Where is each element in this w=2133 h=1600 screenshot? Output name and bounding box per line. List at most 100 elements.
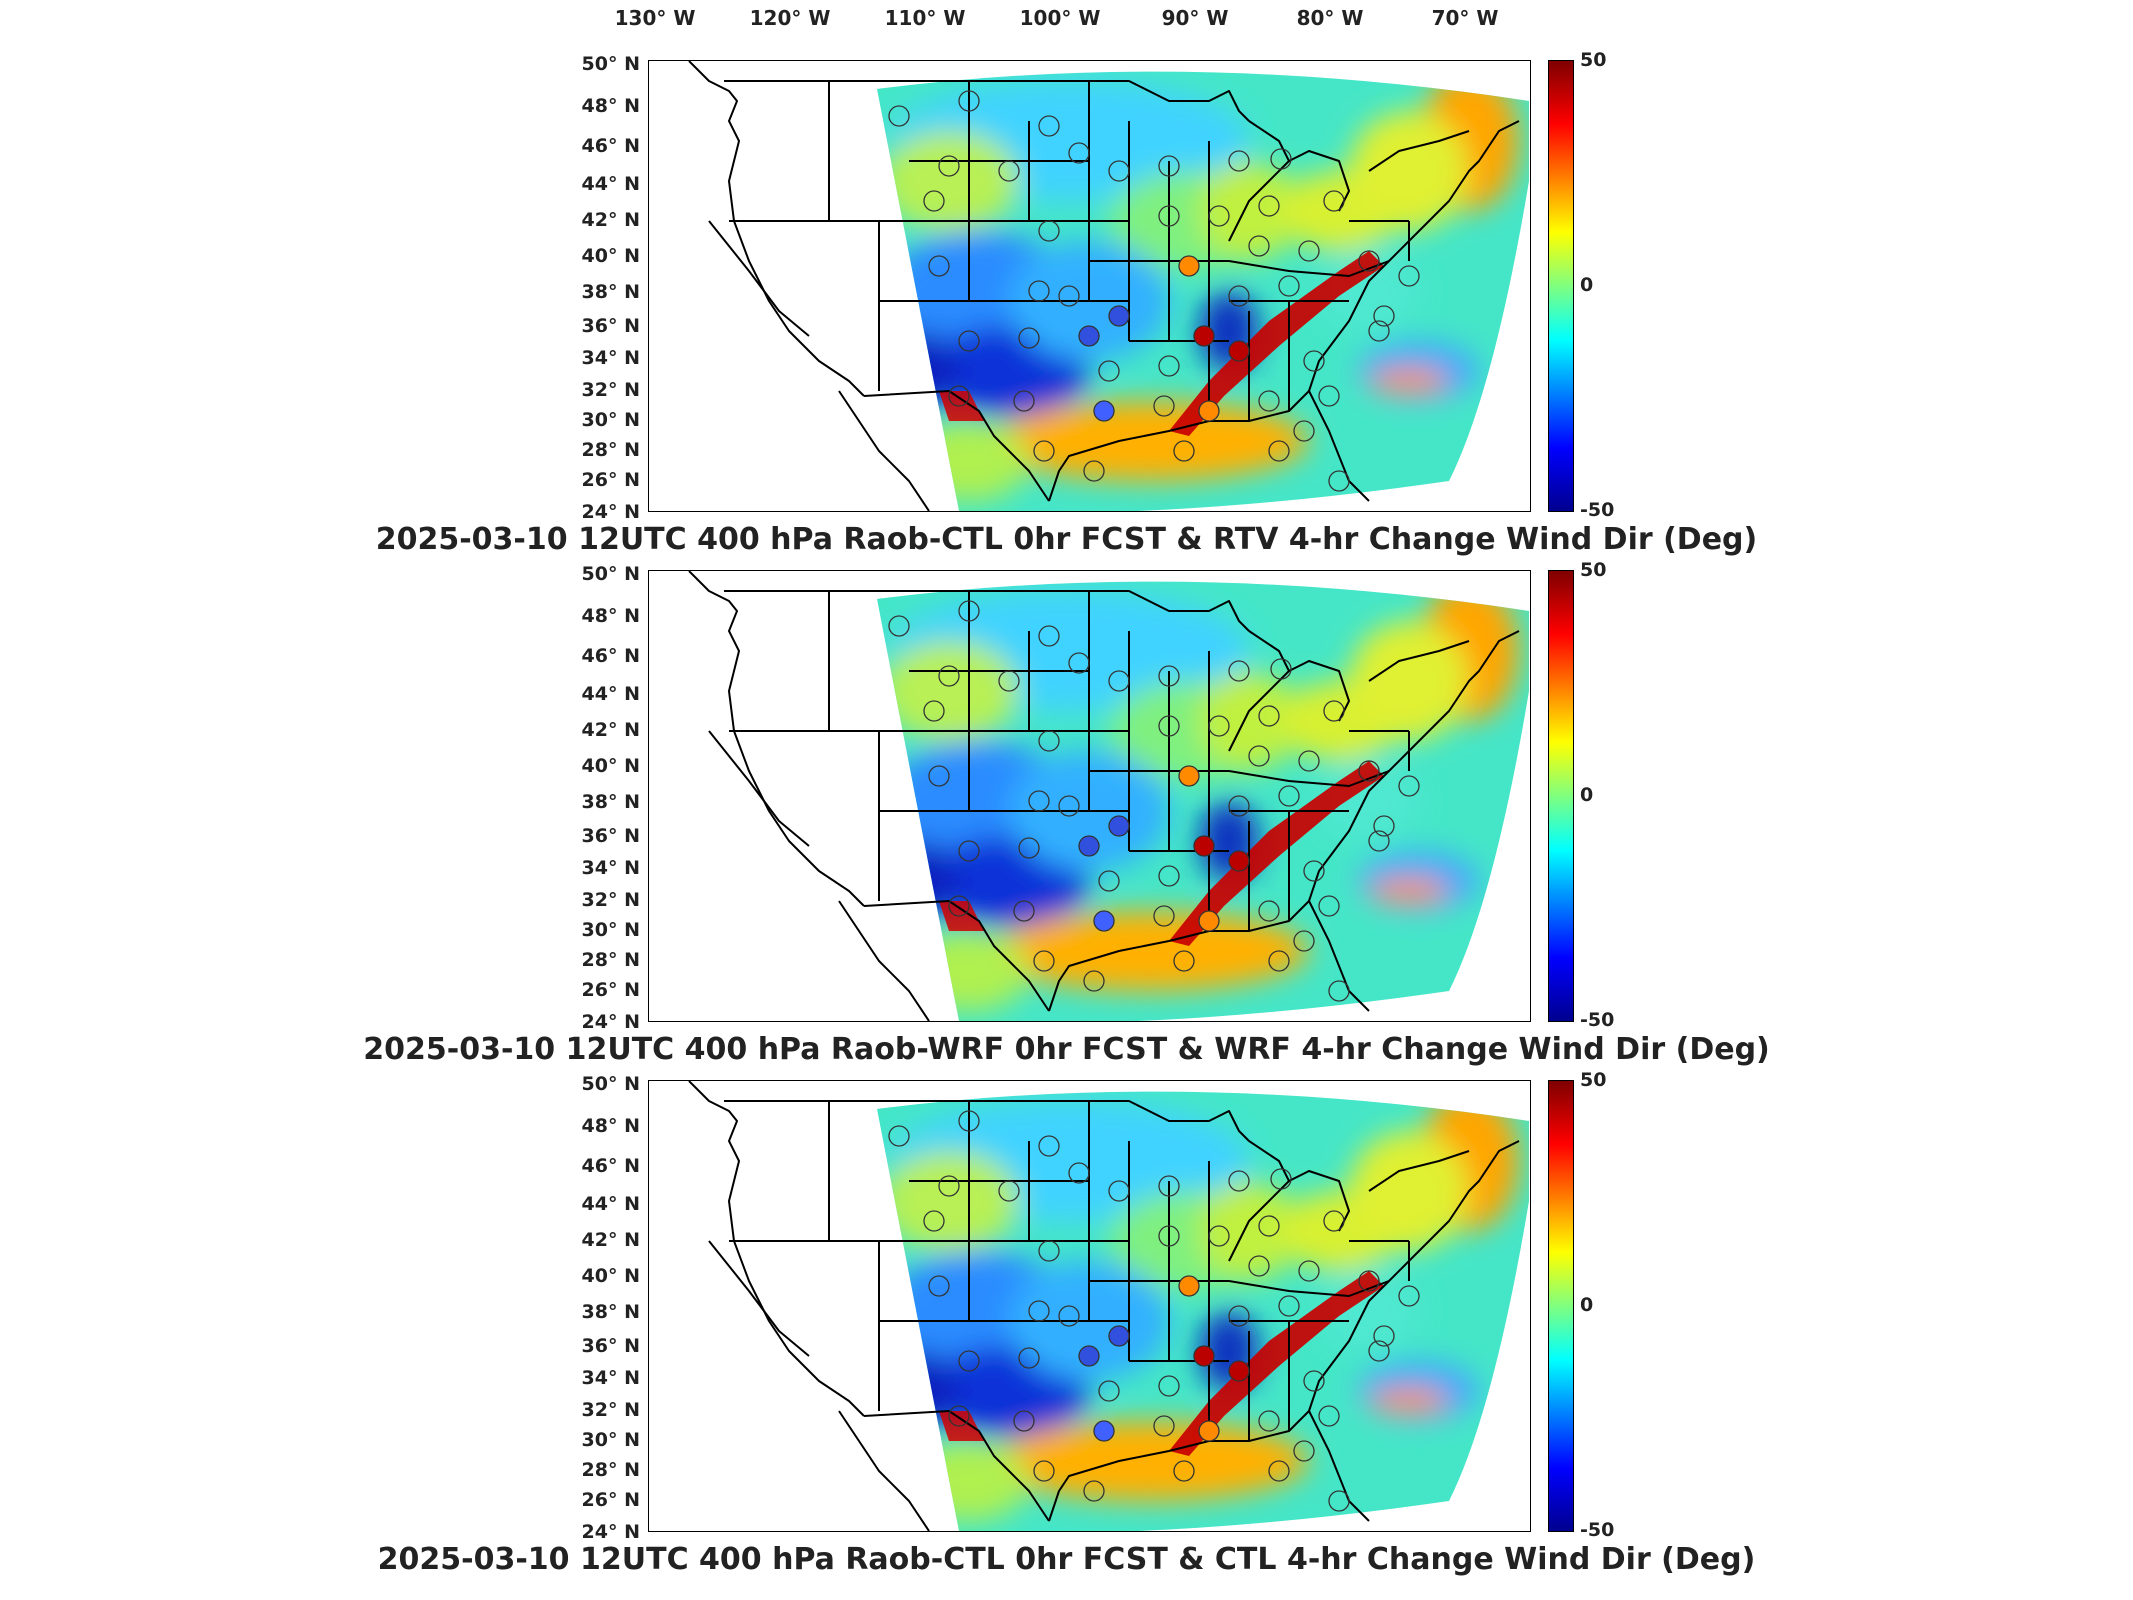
colorbar-min-label: -50	[1580, 1519, 1615, 1541]
station-marker	[1098, 1380, 1120, 1402]
station-marker	[1108, 670, 1130, 692]
station-marker	[1398, 265, 1420, 287]
boundaries	[688, 61, 1520, 511]
station-marker	[1158, 205, 1180, 227]
station-marker	[1208, 715, 1230, 737]
latitude-label: 32° N	[581, 1399, 640, 1421]
latitude-label: 34° N	[581, 1367, 640, 1389]
station-marker	[1228, 150, 1250, 172]
colorbar-mid-label: 0	[1580, 274, 1594, 296]
station-marker	[958, 600, 980, 622]
colorbar-min-label: -50	[1580, 499, 1615, 521]
station-marker	[1208, 1225, 1230, 1247]
station-marker	[1173, 440, 1195, 462]
station-marker	[1038, 730, 1060, 752]
station-marker	[1173, 950, 1195, 972]
station-marker	[1028, 1300, 1050, 1322]
station-marker	[1258, 900, 1280, 922]
station-marker	[1058, 285, 1080, 307]
station-marker	[1083, 970, 1105, 992]
colorbar-max-label: 50	[1580, 1069, 1607, 1091]
station-marker	[1093, 400, 1115, 422]
station-marker	[1328, 1490, 1350, 1512]
map-panel-2	[648, 570, 1531, 1022]
latitude-label: 30° N	[581, 409, 640, 431]
longitude-label: 90° W	[1161, 6, 1229, 30]
station-marker	[1328, 470, 1350, 492]
station-marker	[1178, 765, 1200, 787]
latitude-label: 40° N	[581, 1265, 640, 1287]
station-marker	[1158, 665, 1180, 687]
station-marker	[1108, 160, 1130, 182]
station-marker	[1228, 285, 1250, 307]
station-marker	[1028, 280, 1050, 302]
station-marker	[1258, 705, 1280, 727]
latitude-label: 38° N	[581, 281, 640, 303]
station-marker	[1078, 325, 1100, 347]
station-marker	[1198, 910, 1220, 932]
red-band	[1169, 1271, 1384, 1456]
latitude-label: 26° N	[581, 469, 640, 491]
station-marker	[958, 330, 980, 352]
panel-title: 2025-03-10 12UTC 400 hPa Raob-CTL 0hr FC…	[375, 522, 1758, 557]
station-marker	[1258, 1410, 1280, 1432]
station-marker	[1093, 1420, 1115, 1442]
latitude-label: 46° N	[581, 645, 640, 667]
latitude-label: 46° N	[581, 1155, 640, 1177]
latitude-label: 24° N	[581, 1521, 640, 1543]
station-marker	[1373, 305, 1395, 327]
panel-title: 2025-03-10 12UTC 400 hPa Raob-CTL 0hr FC…	[377, 1542, 1756, 1577]
latitude-label: 28° N	[581, 949, 640, 971]
station-marker	[1228, 795, 1250, 817]
panel-3: 50 0 -50 2025-03-10 12UTC 400 hPa Raob-C…	[0, 1020, 2133, 1577]
map-svg	[688, 1081, 1529, 1531]
station-marker	[888, 105, 910, 127]
station-marker	[1323, 190, 1345, 212]
latitude-label: 44° N	[581, 1193, 640, 1215]
station-marker	[1033, 440, 1055, 462]
station-marker	[1058, 795, 1080, 817]
station-marker	[1013, 390, 1035, 412]
latitude-label: 40° N	[581, 755, 640, 777]
latitude-label: 28° N	[581, 439, 640, 461]
longitude-label: 80° W	[1296, 6, 1364, 30]
station-marker	[1098, 360, 1120, 382]
station-marker	[1278, 1295, 1300, 1317]
station-marker	[1298, 1260, 1320, 1282]
colorbar-max-label: 50	[1580, 49, 1607, 71]
station-marker	[923, 700, 945, 722]
latitude-label: 44° N	[581, 173, 640, 195]
station-marker	[1078, 1345, 1100, 1367]
latitude-label: 44° N	[581, 683, 640, 705]
station-marker	[1293, 420, 1315, 442]
station-marker	[1228, 340, 1250, 362]
latitude-label: 32° N	[581, 889, 640, 911]
map-svg	[688, 61, 1529, 511]
station-marker	[1078, 835, 1100, 857]
colorbar-min-label: -50	[1580, 1009, 1615, 1031]
latitude-label: 36° N	[581, 315, 640, 337]
map-panel-1	[648, 60, 1531, 512]
colorbar-mid-label: 0	[1580, 1294, 1594, 1316]
station-marker	[1193, 835, 1215, 857]
station-marker	[1068, 1162, 1090, 1184]
colorbar-2	[1548, 570, 1574, 1022]
colorbar-3	[1548, 1080, 1574, 1532]
station-marker	[1173, 1460, 1195, 1482]
latitude-label: 46° N	[581, 135, 640, 157]
latitude-label: 48° N	[581, 95, 640, 117]
station-marker	[938, 1175, 960, 1197]
panel-2: 50 0 -50 2025-03-10 12UTC 400 hPa Raob-W…	[0, 510, 2133, 1067]
station-marker	[928, 1275, 950, 1297]
latitude-label: 38° N	[581, 1301, 640, 1323]
station-marker	[1228, 660, 1250, 682]
station-marker	[1303, 860, 1325, 882]
station-marker	[1068, 142, 1090, 164]
station-marker	[1038, 115, 1060, 137]
station-marker	[1323, 1210, 1345, 1232]
stations	[888, 1110, 1420, 1512]
station-marker	[1158, 1175, 1180, 1197]
station-marker	[1270, 148, 1292, 170]
station-marker	[1178, 255, 1200, 277]
station-marker	[1270, 1168, 1292, 1190]
